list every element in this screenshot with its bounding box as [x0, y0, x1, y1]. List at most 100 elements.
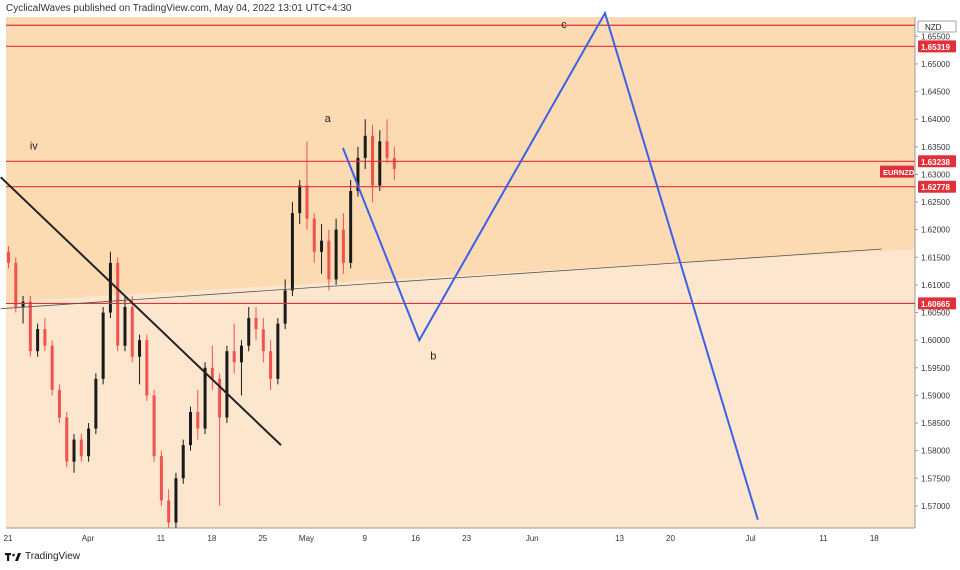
candle-body [43, 329, 47, 346]
candle-body [181, 445, 185, 479]
wave-label-b: b [430, 351, 436, 363]
candle-body [203, 367, 207, 429]
chart-background-zones [6, 17, 915, 528]
currency-tag-label: NZD [925, 23, 942, 32]
price-axis[interactable]: 1.65319 1.63238 1.62778 1.60665 1.65500 1.650… [880, 20, 957, 511]
upper-zone [6, 17, 915, 302]
candle-body [261, 329, 265, 352]
trendlines [0, 176, 882, 446]
wave-projection [341, 10, 759, 521]
chart-grid [6, 17, 916, 529]
level-price-tag [918, 40, 956, 53]
time-tick-label: 25 [258, 534, 267, 543]
price-tick-label: 1.58500 [921, 419, 950, 428]
price-tick-label: 1.64500 [921, 88, 950, 97]
price-tick-label: 1.57000 [921, 502, 950, 511]
time-tick-label: 11 [819, 534, 828, 543]
price-tick-label: 1.65500 [921, 32, 950, 41]
candle-body [218, 378, 222, 418]
candle-body [152, 395, 156, 457]
level-price-label: 1.60665 [921, 300, 950, 309]
price-tick-label: 1.63000 [921, 170, 950, 179]
candle-body [239, 345, 243, 363]
candle-body [320, 240, 324, 252]
projection-path [341, 10, 759, 521]
time-tick-label: 20 [666, 534, 675, 543]
level-price-tag [918, 297, 956, 310]
price-tick-label: 1.59000 [921, 391, 950, 400]
time-tick-label: Apr [82, 534, 95, 543]
candle-body [130, 307, 134, 357]
candle-body [290, 213, 294, 291]
footer: TradingView [5, 551, 80, 562]
time-tick-label: 23 [462, 534, 471, 543]
candle-body [72, 439, 76, 462]
level-price-label: 1.63238 [921, 158, 950, 167]
candle-body [225, 351, 229, 418]
candle-body [21, 301, 25, 308]
candle-body [101, 312, 105, 379]
candle-body [28, 301, 32, 352]
time-tick-label: 9 [362, 534, 367, 543]
level-price-label: 1.65319 [921, 43, 950, 52]
candle-body [356, 157, 360, 192]
candle-body [159, 456, 163, 501]
time-tick-label: 11 [157, 534, 166, 543]
candle-body [254, 318, 258, 330]
candle-body [36, 329, 40, 352]
price-tick-label: 1.61500 [921, 253, 950, 262]
candlestick-series [7, 119, 396, 528]
tradingview-logo-icon [5, 552, 21, 561]
price-tick-label: 1.60000 [921, 336, 950, 345]
level-price-tag [918, 155, 956, 168]
descending-trendline [0, 176, 282, 446]
candle-body [305, 185, 309, 219]
symbol-tag [880, 165, 914, 178]
level-price-label: 1.62778 [921, 183, 950, 192]
time-tick-label: 18 [207, 534, 216, 543]
time-tick-label: 18 [870, 534, 879, 543]
wave-label-a: a [325, 113, 332, 125]
price-tick-label: 1.60500 [921, 309, 950, 318]
price-tick-label: 1.64000 [921, 115, 950, 124]
candle-body [174, 478, 178, 523]
wave-label-iv: iv [30, 141, 38, 153]
price-tick-label: 1.62000 [921, 226, 950, 235]
candle-body [94, 378, 98, 429]
price-tick-label: 1.63500 [921, 143, 950, 152]
time-tick-label: 13 [615, 534, 624, 543]
candle-body [283, 290, 287, 324]
time-tick-label: Jul [745, 534, 755, 543]
candle-body [116, 262, 120, 346]
candle-body [196, 411, 200, 429]
price-tick-label: 1.57500 [921, 474, 950, 483]
candle-body [7, 251, 10, 263]
candle-body [167, 500, 171, 523]
time-tick-label: Jun [526, 534, 539, 543]
time-axis[interactable]: 21 Apr 11 18 25 May 9 16 23 Jun 13 20 Jul 11 18 [4, 534, 880, 543]
candle-body [145, 340, 149, 396]
symbol-tag-label: EURNZD [883, 168, 915, 177]
candle-body [232, 351, 236, 363]
price-tick-label: 1.61000 [921, 281, 950, 290]
price-tick-label: 1.65000 [921, 60, 950, 69]
candle-body [327, 240, 331, 280]
rising-trendline [0, 248, 882, 310]
candle-body [79, 439, 83, 457]
candle-body [312, 218, 316, 252]
publisher-caption: CyclicalWaves published on TradingView.c… [6, 3, 352, 14]
price-tick-label: 1.59500 [921, 364, 950, 373]
candle-body [247, 318, 251, 346]
candle-body [57, 389, 61, 418]
candle-body [349, 191, 353, 263]
candle-body [392, 157, 396, 169]
candle-body [378, 141, 382, 186]
candle-body [371, 135, 374, 186]
time-tick-label: 16 [411, 534, 420, 543]
candle-body [269, 351, 273, 379]
price-tick-label: 1.58000 [921, 447, 950, 456]
candle-body [14, 262, 18, 308]
candle-body [138, 340, 142, 357]
candle-body [276, 323, 280, 379]
